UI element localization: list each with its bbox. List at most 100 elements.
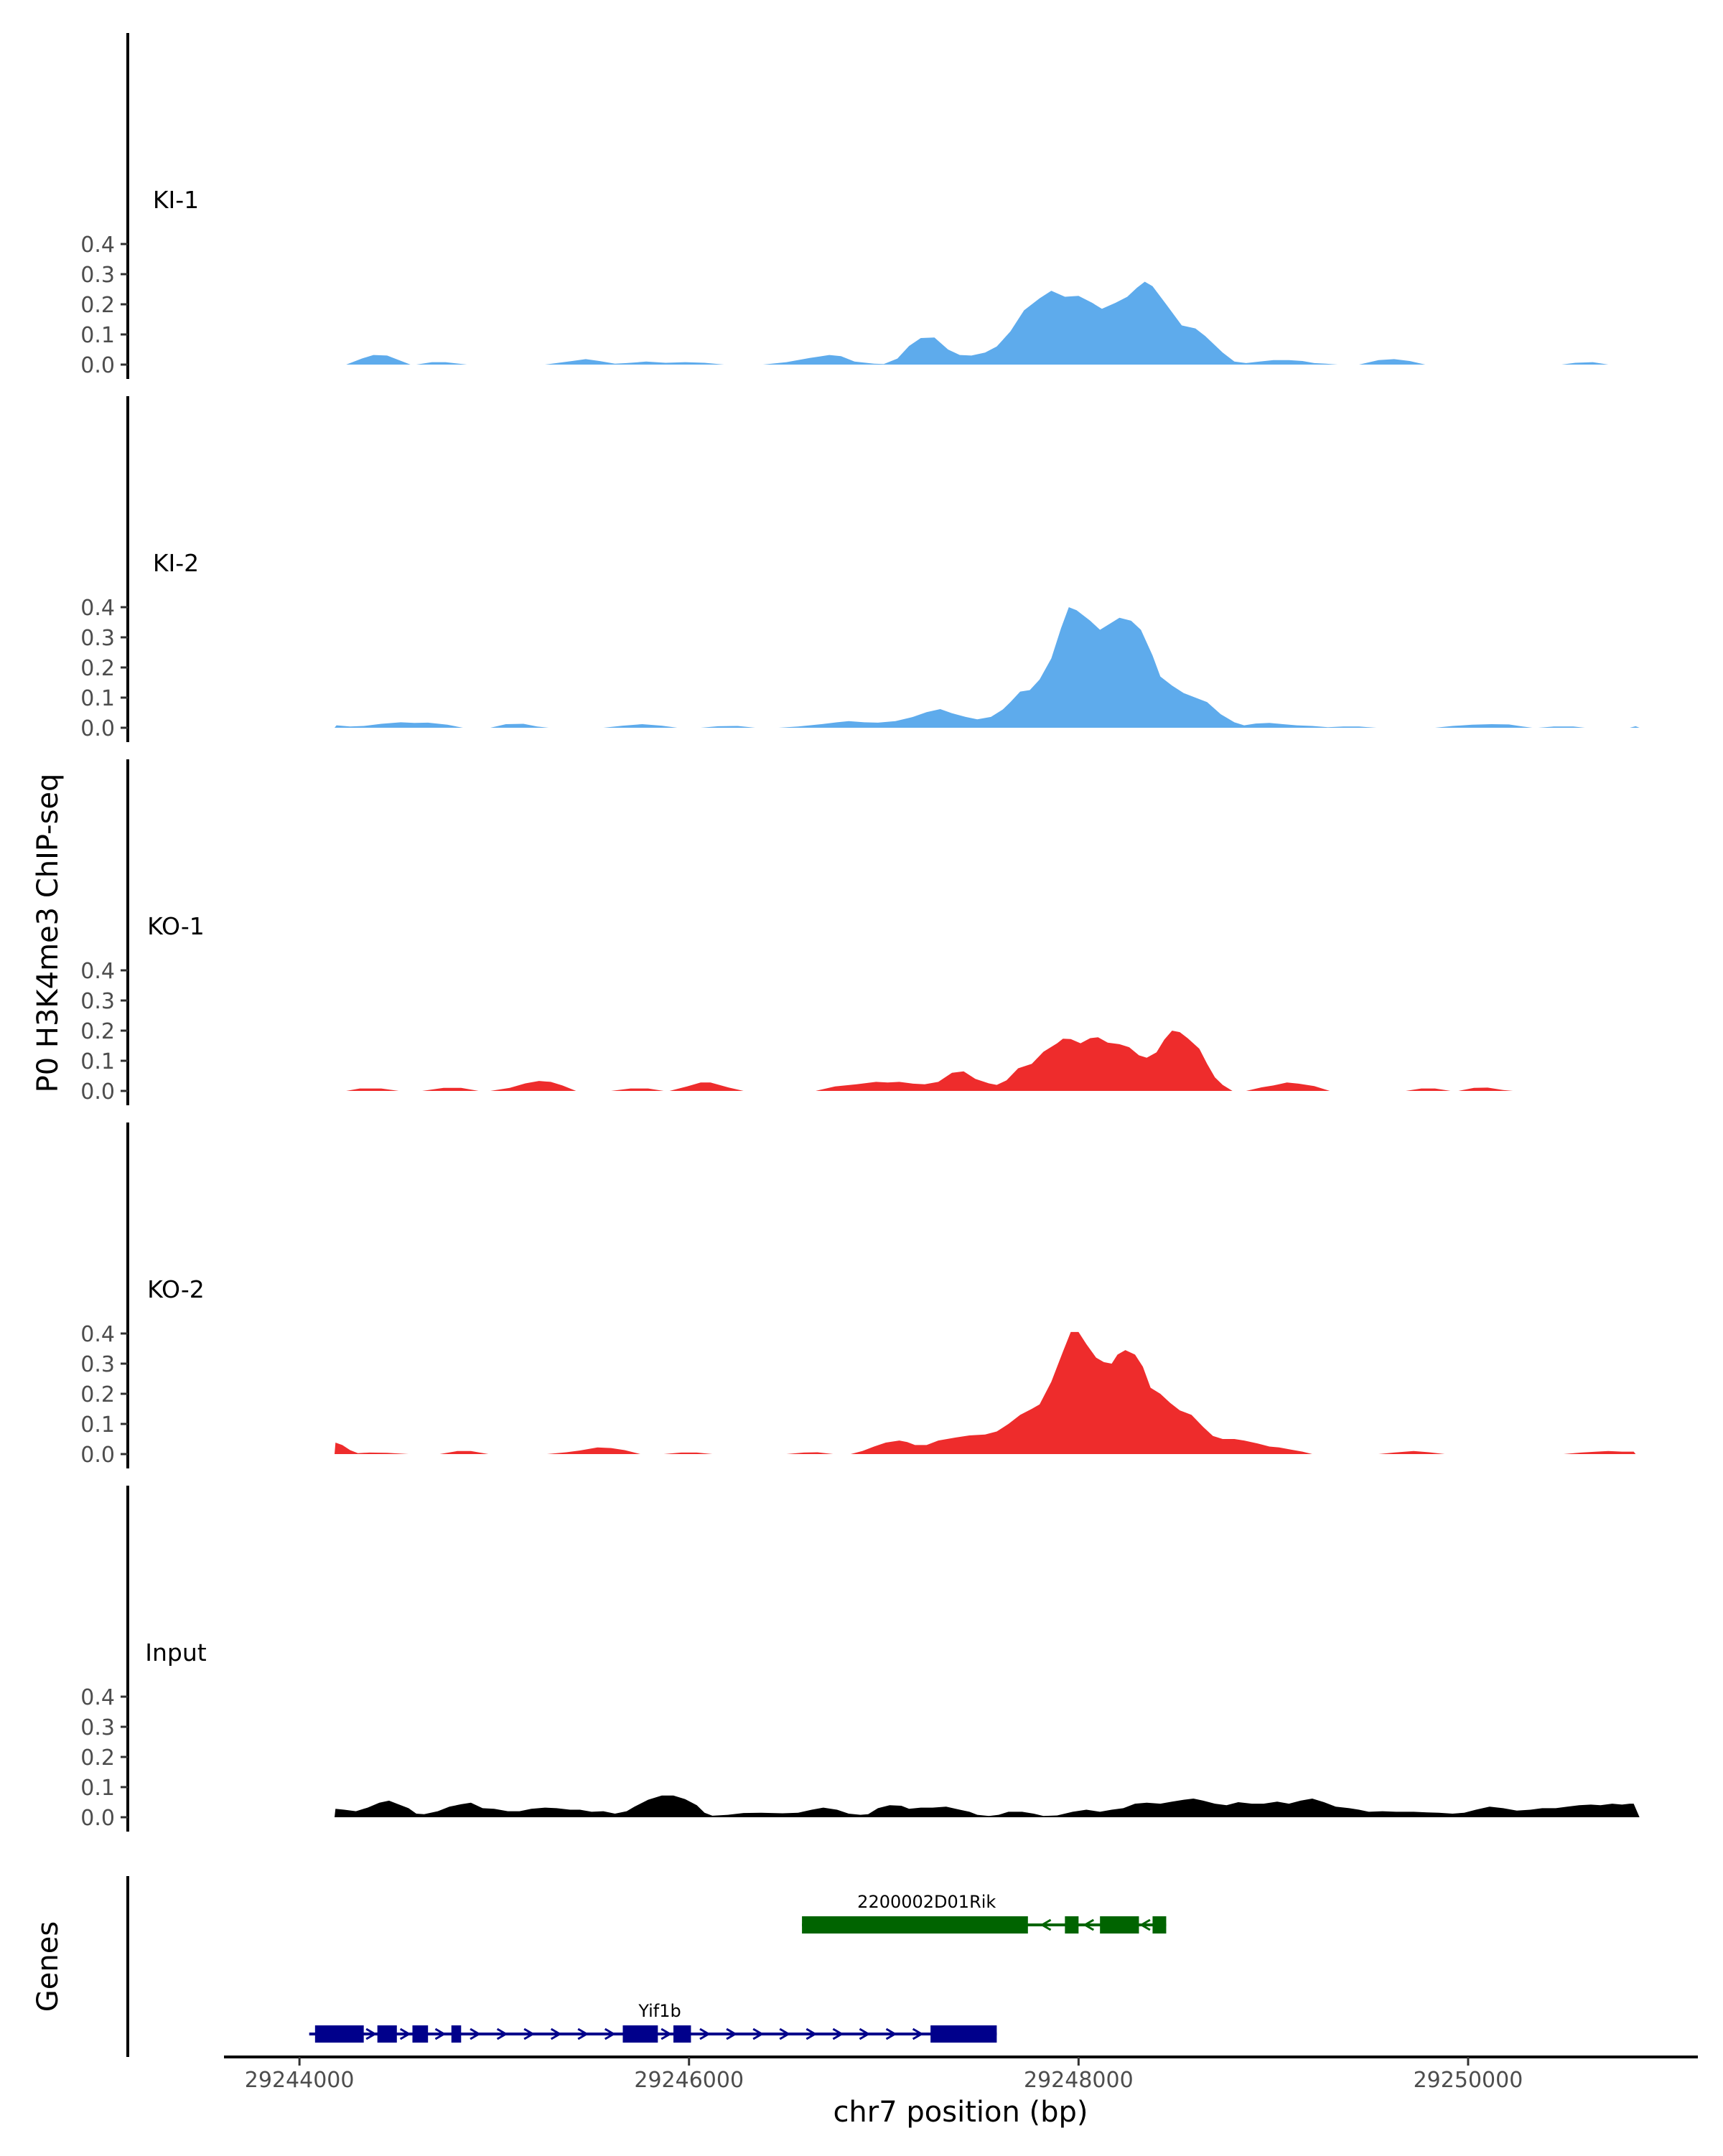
gene-yif1b-strand-arrow [550,2028,562,2040]
y-tick-label-ki-1: 0.3 [80,263,115,288]
track-label-ki-1: KI-1 [153,186,199,214]
area-ki-1-segment-6 [1561,362,1609,365]
y-tick-label-ko-1: 0.1 [80,1049,115,1074]
y-tick-label-ko-2: 0.3 [80,1352,115,1377]
gene-yif1b-strand-arrow [660,2028,673,2040]
y-tick-label-ko-1: 0.3 [80,989,115,1014]
y-tick-label-ko-2: 0.4 [80,1322,115,1347]
gene-yif1b-strand-arrow [779,2028,791,2040]
y-tick-label-ki-2: 0.3 [80,626,115,651]
area-ko-1-segment-5 [669,1082,744,1091]
area-ko-2-segment-1 [335,1443,409,1454]
area-ki-2-segment-7 [1538,726,1585,728]
track-label-input: Input [145,1639,207,1667]
gene-yif1b-strand-arrow [832,2028,844,2040]
labels-layer: P0 H3K4me3 ChIP-seq chr7 position (bp) G… [32,774,1088,2129]
gene-2200002d01rik-strand-arrow [1139,1918,1151,1931]
area-ko-1-segment-2 [422,1087,479,1091]
y-axis-label: P0 H3K4me3 ChIP-seq [32,774,65,1093]
gene-yif1b-strand-arrow [399,2028,411,2040]
gene-label-yif1b: Yif1b [638,2001,681,2021]
gene-label-2200002d01rik: 2200002D01Rik [857,1892,996,1912]
area-ko-1-segment-8 [1406,1088,1451,1091]
x-axis-label: chr7 position (bp) [833,2096,1088,2129]
area-ko-1-segment-3 [490,1081,576,1091]
y-tick-label-ko-2: 0.1 [80,1412,115,1438]
area-ko-1-segment-9 [1458,1087,1513,1091]
area-ki-2-segment-3 [603,724,678,728]
area-ki-1-segment-4 [762,281,1338,365]
y-tick-label-ko-1: 0.0 [80,1079,115,1105]
area-ko-2-segment-9 [1563,1450,1636,1454]
area-ki-2-segment-1 [335,722,463,728]
y-tick-label-input: 0.0 [80,1806,115,1831]
y-tick-label-ki-2: 0.2 [80,656,115,681]
y-tick-label-ko-1: 0.4 [80,959,115,984]
y-tick-label-input: 0.1 [80,1776,115,1801]
gene-2200002d01rik-exon [1152,1916,1167,1934]
area-ki-1-segment-2 [416,362,467,365]
y-tick-label-ki-2: 0.0 [80,716,115,741]
area-ko-2-segment-6 [850,1331,1312,1454]
gene-yif1b-exon [930,2025,997,2043]
gene-2200002d01rik-exon [1065,1916,1079,1934]
gene-2200002d01rik-exon [802,1916,1028,1934]
gene-yif1b-strand-arrow [434,2028,447,2040]
genes-panel-label: Genes [32,1921,65,2012]
area-ki-2-segment-6 [1434,724,1533,728]
gene-yif1b-exon [377,2025,397,2043]
gene-yif1b-strand-arrow [885,2028,897,2040]
gene-yif1b-strand-arrow [496,2028,508,2040]
area-ko-1-segment-1 [346,1088,399,1091]
area-ko-2-segment-7 [1378,1450,1445,1454]
gene-2200002d01rik-strand-arrow [1040,1918,1052,1931]
area-ko-2-segment-2 [439,1450,489,1454]
y-tick-label-input: 0.3 [80,1715,115,1740]
gene-yif1b-strand-arrow [806,2028,818,2040]
x-tick-label: 29244000 [245,2068,355,2093]
area-input-segment-1 [335,1795,1640,1817]
y-tick-label-input: 0.2 [80,1745,115,1771]
gene-yif1b-strand-arrow [859,2028,871,2040]
area-ko-1-segment-6 [816,1031,1233,1091]
axes-layer: 0.0 0.1 0.2 0.3 0.4 KI-1 0.0 0.1 0.2 0.3 0.4 KI-2 0.… [80,33,1698,2093]
area-ki-2-segment-8 [1630,726,1640,728]
tracks-layer [335,281,1640,1817]
y-tick-label-ko-2: 0.2 [80,1382,115,1407]
area-ki-1-segment-3 [545,359,724,365]
gene-yif1b-strand-arrow [577,2028,589,2040]
gene-yif1b-exon [622,2025,658,2043]
area-ko-2-segment-5 [786,1452,834,1454]
track-label-ki-2: KI-2 [153,549,199,577]
gene-yif1b-strand-arrow [699,2028,711,2040]
track-label-ko-2: KO-2 [147,1275,205,1303]
area-ki-2-segment-5 [778,607,1377,728]
y-tick-label-ki-2: 0.1 [80,686,115,711]
y-tick-label-ki-2: 0.4 [80,596,115,621]
y-tick-label-ki-1: 0.1 [80,323,115,348]
x-tick-label: 29248000 [1024,2068,1134,2093]
gene-yif1b-strand-arrow [604,2028,616,2040]
gene-yif1b-strand-arrow [912,2028,924,2040]
y-tick-label-input: 0.4 [80,1685,115,1710]
area-ko-2-segment-3 [546,1447,640,1454]
genes-layer: 2200002D01Rik Yif1b [309,1892,1167,2043]
gene-yif1b-strand-arrow [726,2028,738,2040]
area-ko-2-segment-4 [663,1452,713,1454]
area-ki-2-segment-4 [701,726,755,728]
gene-yif1b-exon [412,2025,429,2043]
gene-yif1b-strand-arrow [365,2028,378,2040]
area-ki-1-segment-5 [1359,359,1426,365]
area-ko-1-segment-7 [1246,1082,1330,1091]
gene-yif1b-exon [314,2025,364,2043]
track-label-ko-1: KO-1 [147,912,205,940]
y-tick-label-ki-1: 0.4 [80,233,115,258]
y-tick-label-ko-1: 0.2 [80,1019,115,1044]
gene-2200002d01rik-exon [1100,1916,1139,1934]
y-tick-label-ki-1: 0.2 [80,293,115,318]
gene-yif1b-exon [673,2025,691,2043]
x-tick-label: 29246000 [634,2068,744,2093]
gene-yif1b-strand-arrow [523,2028,536,2040]
